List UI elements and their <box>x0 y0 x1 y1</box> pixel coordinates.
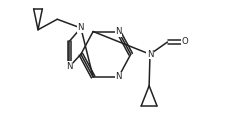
Text: O: O <box>181 38 188 46</box>
Text: N: N <box>77 24 84 33</box>
Text: N: N <box>115 27 121 36</box>
Text: N: N <box>66 62 72 71</box>
Text: N: N <box>146 50 153 59</box>
Text: N: N <box>115 72 121 82</box>
